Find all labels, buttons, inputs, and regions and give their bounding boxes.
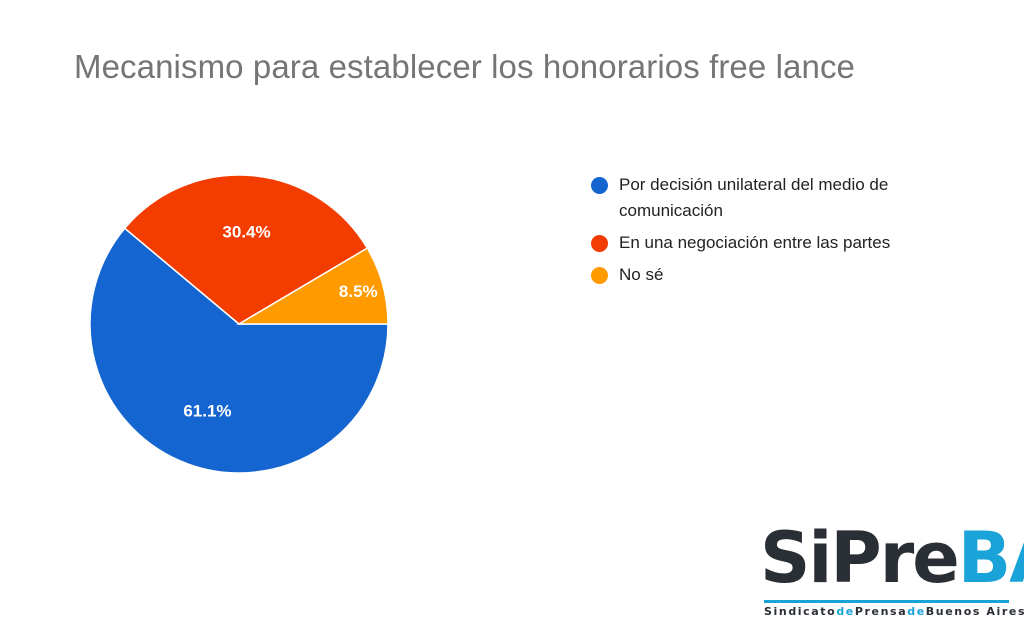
logo-word-ba: BA bbox=[957, 517, 1024, 599]
pie-slice-0[interactable] bbox=[89, 227, 389, 474]
logo-tagline-buenos-aires: Buenos Aires bbox=[925, 605, 1024, 618]
pie-slice-2[interactable] bbox=[236, 247, 389, 325]
logo-tagline-sindicato: Sindicato bbox=[764, 605, 837, 618]
logo-tagline-de: de bbox=[907, 605, 926, 618]
pie-slice-1[interactable] bbox=[123, 174, 369, 325]
logo-wordmark: SiPreBA bbox=[760, 518, 1024, 598]
legend-swatch bbox=[591, 177, 608, 194]
legend-label: No sé bbox=[619, 265, 664, 284]
pie-slice-label-2: 8.5% bbox=[339, 282, 378, 301]
chart-legend: Por decisión unilateral del medio de com… bbox=[591, 174, 971, 296]
pie-slice-label-0: 61.1% bbox=[183, 401, 231, 420]
legend-label: En una negociación entre las partes bbox=[619, 233, 891, 252]
legend-swatch bbox=[591, 267, 608, 284]
legend-item-no-se[interactable]: No sé bbox=[591, 264, 971, 288]
logo-word-pre: Pre bbox=[830, 517, 959, 599]
legend-item-negociacion[interactable]: En una negociación entre las partes bbox=[591, 232, 971, 256]
sipreba-logo: SiPreBA SindicatodePrensadeBuenos Aires bbox=[760, 518, 1024, 623]
legend-label: Por decisión unilateral del medio de com… bbox=[619, 175, 889, 220]
logo-word-si: Si bbox=[760, 517, 832, 599]
logo-tagline: SindicatodePrensadeBuenos Aires bbox=[764, 605, 1024, 618]
logo-tagline-de: de bbox=[836, 605, 855, 618]
chart-title: Mecanismo para establecer los honorarios… bbox=[74, 48, 856, 85]
legend-swatch bbox=[591, 235, 608, 252]
pie-slice-label-1: 30.4% bbox=[222, 222, 270, 241]
logo-divider bbox=[764, 600, 1009, 603]
logo-tagline-prensa: Prensa bbox=[854, 605, 908, 618]
legend-item-unilateral[interactable]: Por decisión unilateral del medio de com… bbox=[591, 174, 971, 224]
